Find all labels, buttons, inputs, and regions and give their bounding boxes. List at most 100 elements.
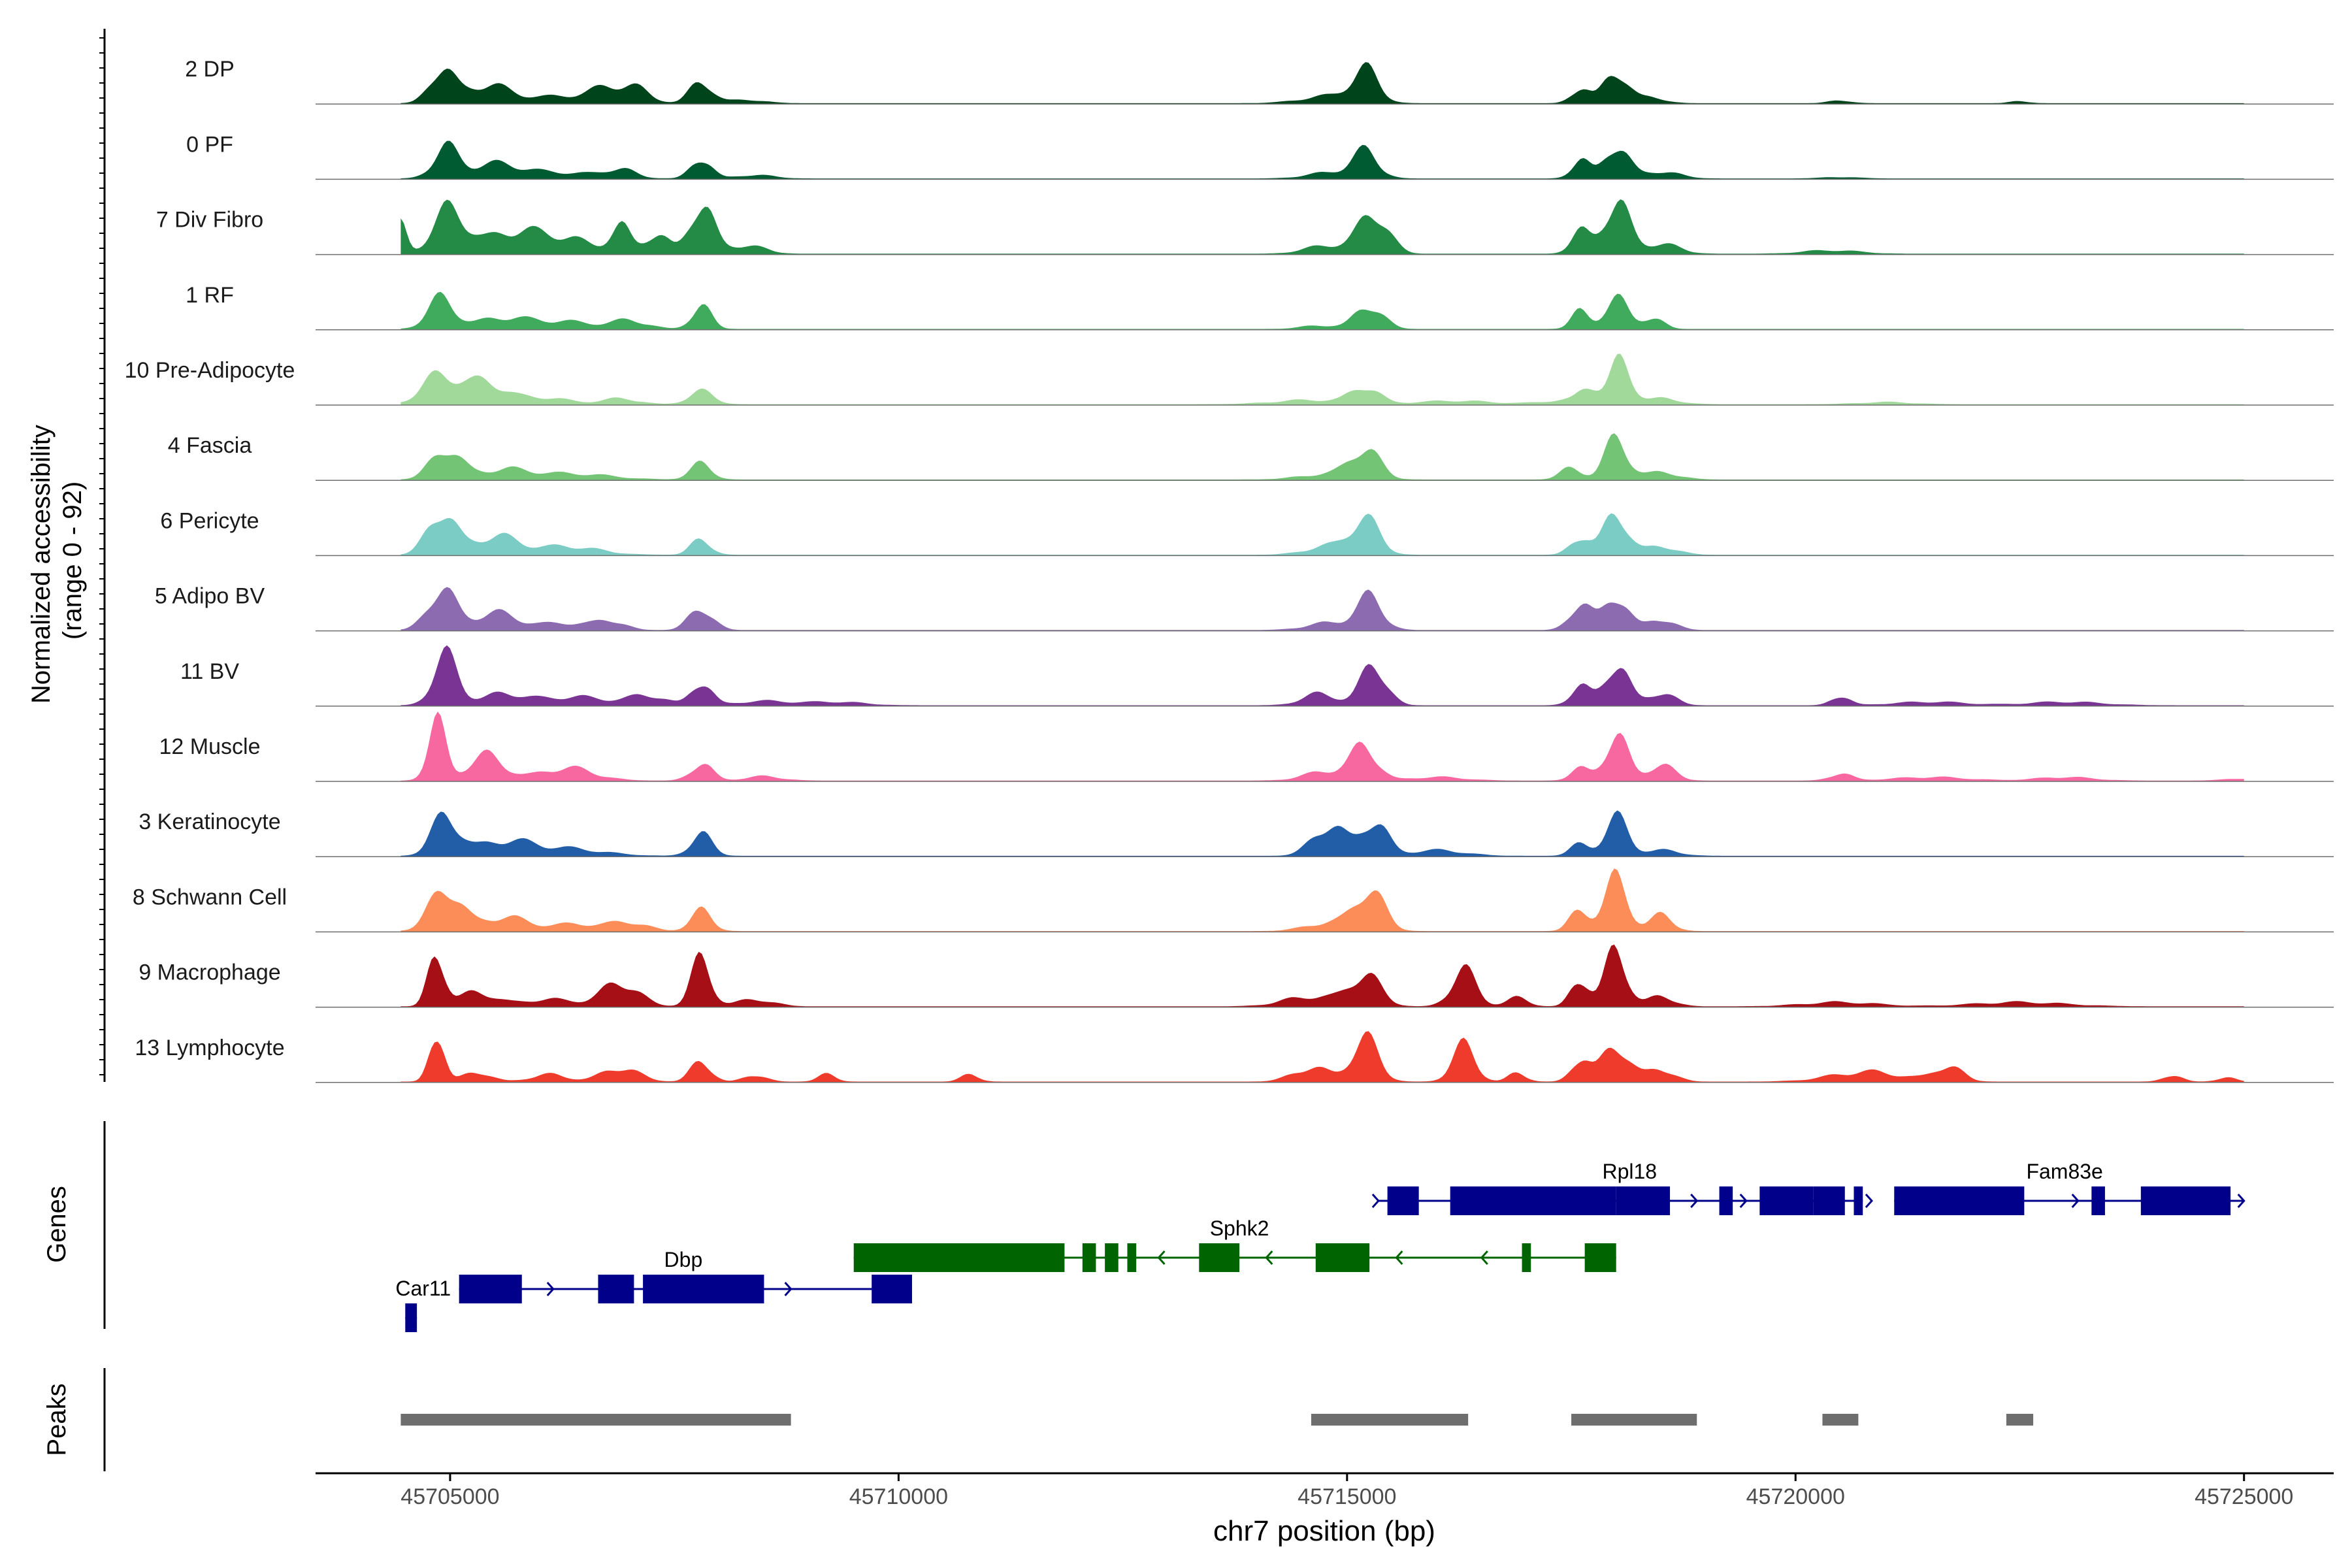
- coverage-area-7: [400, 587, 2244, 631]
- gene-Sphk2-strand-arrow-3: [1480, 1250, 1488, 1266]
- gene-Car11: Car11: [395, 1277, 451, 1332]
- track-8: 11 BV: [180, 645, 2334, 707]
- coverage-area-9: [400, 711, 2244, 781]
- gene-label-Dbp: Dbp: [664, 1248, 703, 1271]
- peak-1: [1311, 1414, 1469, 1426]
- track-label-6: 6 Pericyte: [160, 508, 259, 533]
- gene-Sphk2-strand-arrow-1: [1265, 1250, 1273, 1266]
- peak-2: [1571, 1414, 1697, 1426]
- track-6: 6 Pericyte: [160, 508, 2334, 557]
- track-12: 9 Macrophage: [139, 944, 2334, 1008]
- gene-Sphk2-exon-7: [1584, 1243, 1616, 1272]
- gene-Fam83e-exon-2: [2140, 1186, 2231, 1215]
- gene-label-Car11: Car11: [395, 1277, 451, 1300]
- gene-Fam83e-exon-1: [2091, 1186, 2105, 1215]
- coverage-y-axis-ticks: [99, 37, 105, 1075]
- track-4: 10 Pre-Adipocyte: [125, 353, 2334, 406]
- coverage-area-11: [400, 868, 2244, 932]
- x-axis-label: chr7 position (bp): [1213, 1515, 1435, 1547]
- coverage-y-axis-label-line2: (range 0 - 92): [58, 482, 87, 640]
- gene-Sphk2-exon-1: [1082, 1243, 1096, 1272]
- x-axis-ticks: 45705000 45710000 45715000 45720000 45725000: [400, 1473, 2293, 1509]
- x-tick-label-1: 45710000: [849, 1484, 948, 1509]
- gene-Sphk2-exon-3: [1127, 1243, 1137, 1272]
- gene-Dbp-exon-3: [872, 1275, 912, 1303]
- track-label-10: 3 Keratinocyte: [139, 809, 280, 834]
- x-tick-label-3: 45720000: [1746, 1484, 1845, 1509]
- gene-Sphk2: Sphk2: [853, 1217, 1616, 1272]
- coverage-area-12: [400, 944, 2244, 1007]
- coverage-area-3: [400, 291, 2244, 330]
- track-label-9: 12 Muscle: [159, 734, 261, 759]
- gene-Rpl18-exon-3: [1719, 1186, 1733, 1215]
- gene-label-Fam83e: Fam83e: [2026, 1160, 2102, 1183]
- track-label-3: 1 RF: [186, 283, 234, 308]
- gene-Fam83e-strand-arrow-0: [1865, 1193, 1873, 1209]
- gene-Rpl18-exon-4: [1759, 1186, 1814, 1215]
- gene-Fam83e-strand-arrow-2: [2237, 1193, 2246, 1209]
- track-label-0: 2 DP: [185, 57, 235, 82]
- track-label-2: 7 Div Fibro: [156, 208, 263, 233]
- track-7: 5 Adipo BV: [155, 584, 2334, 632]
- gene-Fam83e-strand-arrow-1: [2071, 1193, 2080, 1209]
- track-5: 4 Fascia: [168, 433, 2334, 481]
- gene-label-Rpl18: Rpl18: [1602, 1160, 1657, 1183]
- track-3: 1 RF: [186, 283, 2334, 331]
- track-label-1: 0 PF: [186, 132, 233, 157]
- coverage-area-13: [400, 1031, 2244, 1083]
- track-label-4: 10 Pre-Adipocyte: [125, 358, 295, 383]
- peaks-track-label: Peaks: [42, 1383, 71, 1456]
- coverage-area-6: [400, 513, 2244, 556]
- gene-Fam83e-exon-0: [1894, 1186, 2025, 1215]
- coverage-tracks: 2 DP 0 PF 7 Div Fibro 1 RF 10 Pre-Adipocyte 4…: [125, 57, 2334, 1083]
- track-2: 7 Div Fibro: [156, 199, 2334, 255]
- coverage-area-8: [400, 645, 2244, 706]
- x-tick-label-4: 45725000: [2195, 1484, 2293, 1509]
- gene-Dbp-strand-arrow-0: [546, 1281, 555, 1297]
- track-9: 12 Muscle: [159, 711, 2334, 782]
- peak-4: [2006, 1414, 2034, 1426]
- gene-Rpl18-strand-arrow-2: [1739, 1193, 1748, 1209]
- gene-Sphk2-exon-5: [1315, 1243, 1370, 1272]
- gene-Rpl18-strand-arrow-1: [1690, 1193, 1699, 1209]
- gene-Dbp-exon-1: [598, 1275, 634, 1303]
- coverage-area-0: [400, 62, 2244, 105]
- x-tick-label-0: 45705000: [400, 1484, 499, 1509]
- gene-Rpl18-strand-arrow-0: [1371, 1193, 1380, 1209]
- track-0: 2 DP: [185, 57, 2334, 105]
- gene-Dbp-exon-0: [459, 1275, 522, 1303]
- gene-Dbp-strand-arrow-1: [784, 1281, 792, 1297]
- gene-Rpl18-exon-1: [1450, 1186, 1616, 1215]
- track-10: 3 Keratinocyte: [139, 809, 2334, 857]
- gene-Rpl18-exon-5: [1813, 1186, 1845, 1215]
- coverage-area-5: [400, 433, 2244, 481]
- track-label-5: 4 Fascia: [168, 433, 252, 458]
- gene-Rpl18-exon-2: [1616, 1186, 1671, 1215]
- track-label-11: 8 Schwann Cell: [133, 885, 287, 909]
- gene-Dbp-exon-2: [643, 1275, 764, 1303]
- coverage-area-4: [400, 353, 2244, 405]
- coverage-area-1: [400, 140, 2244, 180]
- track-label-12: 9 Macrophage: [139, 960, 280, 985]
- peaks-track: [400, 1414, 2034, 1426]
- gene-annotation-track: Car11 Dbp Sphk2 Rpl18 Fam83e: [395, 1160, 2246, 1332]
- track-1: 0 PF: [186, 132, 2334, 180]
- track-label-7: 5 Adipo BV: [155, 584, 265, 609]
- gene-Sphk2-exon-2: [1105, 1243, 1119, 1272]
- coverage-area-2: [400, 199, 2244, 255]
- gene-Sphk2-strand-arrow-2: [1395, 1250, 1403, 1266]
- gene-Sphk2-strand-arrow-0: [1157, 1250, 1166, 1266]
- track-label-13: 13 Lymphocyte: [135, 1036, 284, 1060]
- track-11: 8 Schwann Cell: [133, 868, 2334, 933]
- gene-Sphk2-exon-6: [1522, 1243, 1531, 1272]
- coverage-y-axis-label: Normalized accessibility (range 0 - 92): [27, 417, 87, 704]
- x-tick-label-2: 45715000: [1298, 1484, 1396, 1509]
- gene-Dbp: Dbp: [459, 1248, 912, 1303]
- gene-Sphk2-exon-4: [1199, 1243, 1240, 1272]
- gene-label-Sphk2: Sphk2: [1210, 1217, 1269, 1240]
- track-label-8: 11 BV: [180, 659, 239, 684]
- gene-Fam83e: Fam83e: [1865, 1160, 2246, 1215]
- gene-Car11-exon-0: [405, 1303, 417, 1332]
- track-13: 13 Lymphocyte: [135, 1031, 2334, 1083]
